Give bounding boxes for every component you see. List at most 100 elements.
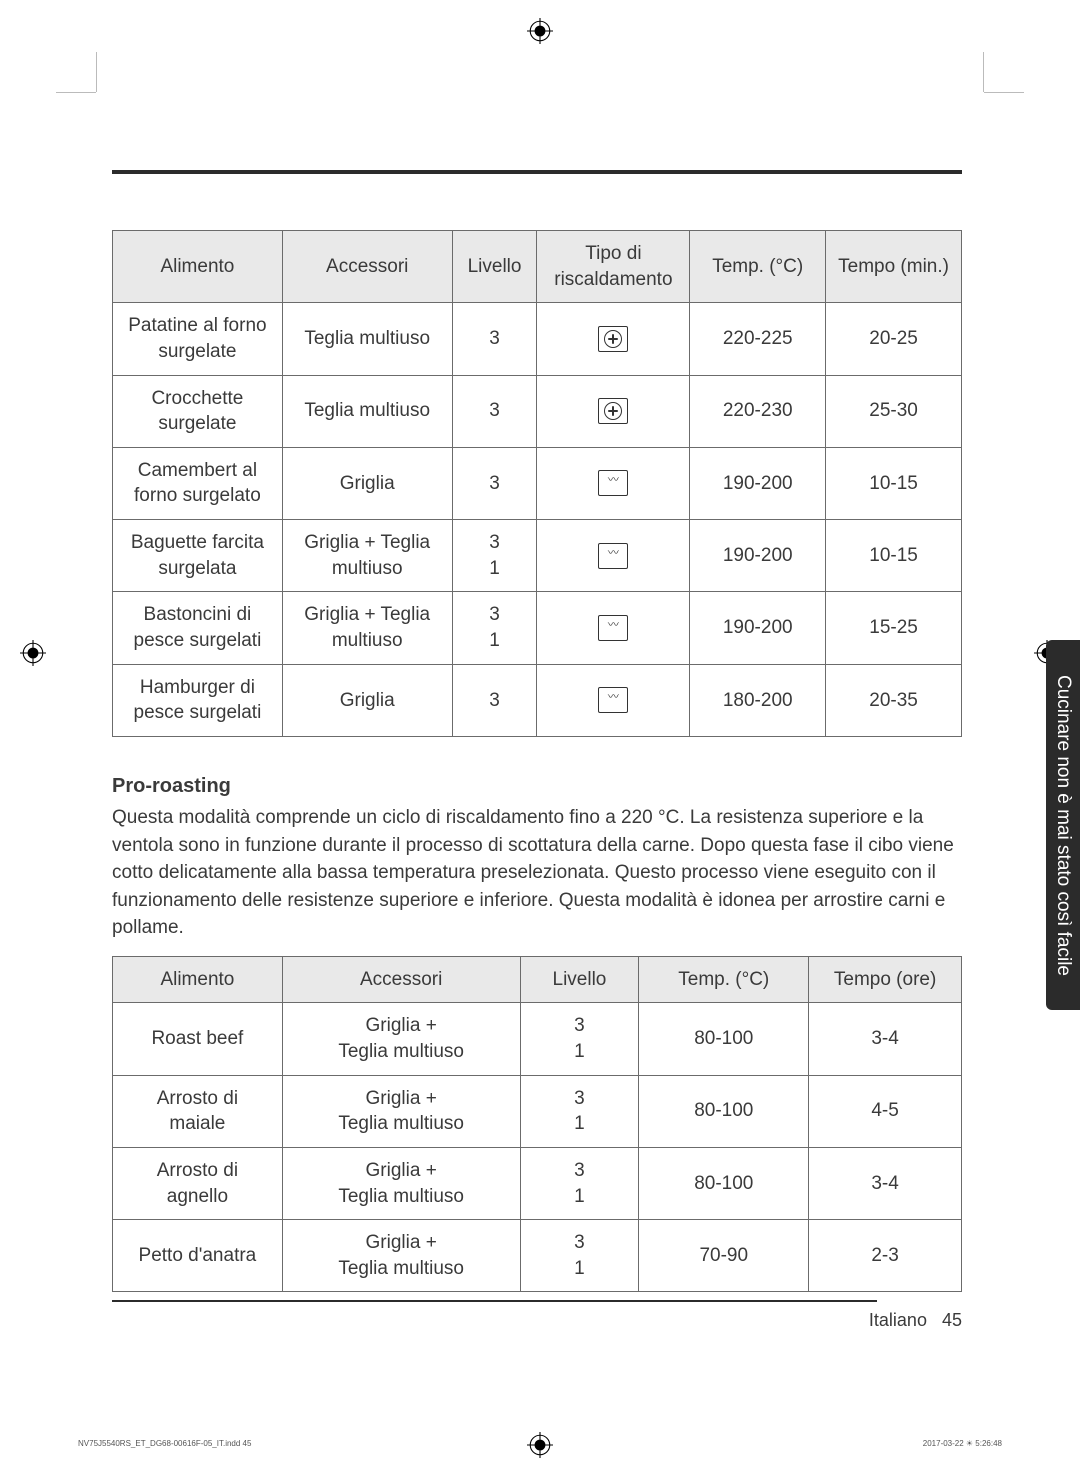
cell-alimento: Roast beef [113,1003,283,1075]
cell-accessori: Griglia [282,447,452,519]
cell-livello: 3 [452,664,537,736]
cell-temp: 80-100 [639,1075,809,1147]
print-footer-right: 2017-03-22 ☀ 5:26:48 [923,1439,1002,1448]
cell-accessori: Griglia + Teglia multiuso [282,592,452,664]
t1-h-tipo: Tipo di riscaldamento [537,231,690,303]
reg-mark-left [20,640,46,666]
pro-roasting-table: Alimento Accessori Livello Temp. (°C) Te… [112,956,962,1293]
cell-alimento: Arrosto di agnello [113,1147,283,1219]
cell-livello: 3 [452,303,537,375]
t2-h-temp: Temp. (°C) [639,956,809,1003]
cell-alimento: Hamburger di pesce surgelati [113,664,283,736]
table-row: Hamburger di pesce surgelatiGriglia3 〰 180… [113,664,962,736]
cell-livello: 3 [452,375,537,447]
cell-tempo: 10-15 [826,520,962,592]
cell-heat: 〰 [537,592,690,664]
top-heat-icon: 〰 [598,687,628,713]
cell-accessori: Teglia multiuso [282,303,452,375]
table-row: Roast beefGriglia + Teglia multiuso3 180… [113,1003,962,1075]
top-heat-icon: 〰 [598,470,628,496]
crop-tr [983,52,984,92]
cell-tempo: 15-25 [826,592,962,664]
t1-h-alimento: Alimento [113,231,283,303]
cell-heat: 〰 [537,520,690,592]
cell-accessori: Griglia + Teglia multiuso [282,1075,520,1147]
cell-alimento: Petto d'anatra [113,1220,283,1292]
cell-alimento: Baguette farcita surgelata [113,520,283,592]
cell-accessori: Teglia multiuso [282,375,452,447]
t2-h-livello: Livello [520,956,639,1003]
table-row: Baguette farcita surgelataGriglia + Tegl… [113,520,962,592]
table-row: Arrosto di maialeGriglia + Teglia multiu… [113,1075,962,1147]
table-row: Arrosto di agnelloGriglia + Teglia multi… [113,1147,962,1219]
cell-temp: 190-200 [690,592,826,664]
top-heat-icon: 〰 [598,615,628,641]
crop-tl [96,52,97,92]
table-row: Camembert al forno surgelatoGriglia3 〰 190… [113,447,962,519]
cell-temp: 190-200 [690,447,826,519]
t1-h-livello: Livello [452,231,537,303]
page-footer: Italiano 45 [869,1310,962,1331]
t1-h-tempo: Tempo (min.) [826,231,962,303]
cell-tempo: 20-25 [826,303,962,375]
cell-heat: 〰 [537,447,690,519]
t2-h-accessori: Accessori [282,956,520,1003]
cell-temp: 190-200 [690,520,826,592]
fan-heat-icon [598,398,628,424]
t1-h-temp: Temp. (°C) [690,231,826,303]
header-rule [112,170,962,174]
pro-roasting-title: Pro-roasting [112,775,962,798]
table-row: Bastoncini di pesce surgelatiGriglia + T… [113,592,962,664]
cell-livello: 3 1 [520,1003,639,1075]
cell-tempo: 4-5 [809,1075,962,1147]
crop-tr2 [984,92,1024,93]
frozen-foods-table: Alimento Accessori Livello Tipo di risca… [112,230,962,737]
table-row: Patatine al forno surgelateTeglia multiu… [113,303,962,375]
cell-temp: 180-200 [690,664,826,736]
t2-h-alimento: Alimento [113,956,283,1003]
t2-h-tempo: Tempo (ore) [809,956,962,1003]
cell-temp: 70-90 [639,1220,809,1292]
cell-tempo: 2-3 [809,1220,962,1292]
footer-lang: Italiano [869,1310,927,1330]
cell-temp: 80-100 [639,1003,809,1075]
cell-heat [537,303,690,375]
cell-tempo: 3-4 [809,1147,962,1219]
crop-tl2 [56,92,96,93]
cell-accessori: Griglia [282,664,452,736]
reg-mark-top [527,18,553,44]
cell-alimento: Camembert al forno surgelato [113,447,283,519]
footer-page: 45 [942,1310,962,1330]
t1-h-accessori: Accessori [282,231,452,303]
cell-tempo: 10-15 [826,447,962,519]
cell-accessori: Griglia + Teglia multiuso [282,1220,520,1292]
cell-alimento: Patatine al forno surgelate [113,303,283,375]
cell-alimento: Crocchette surgelate [113,375,283,447]
cell-accessori: Griglia + Teglia multiuso [282,1147,520,1219]
cell-temp: 220-230 [690,375,826,447]
cell-alimento: Bastoncini di pesce surgelati [113,592,283,664]
cell-tempo: 20-35 [826,664,962,736]
reg-mark-bottom [527,1432,553,1458]
table-row: Petto d'anatraGriglia + Teglia multiuso3… [113,1220,962,1292]
pro-roasting-body: Questa modalità comprende un ciclo di ri… [112,804,962,942]
footer-rule [112,1300,877,1302]
cell-livello: 3 [452,447,537,519]
cell-tempo: 25-30 [826,375,962,447]
side-tab: Cucinare non è mai stato così facile [1046,640,1080,1010]
print-footer-left: NV75J5540RS_ET_DG68-00616F-05_IT.indd 45 [78,1439,251,1448]
cell-livello: 3 1 [452,520,537,592]
top-heat-icon: 〰 [598,543,628,569]
cell-tempo: 3-4 [809,1003,962,1075]
cell-heat: 〰 [537,664,690,736]
table-row: Crocchette surgelateTeglia multiuso3 220-… [113,375,962,447]
cell-accessori: Griglia + Teglia multiuso [282,520,452,592]
cell-livello: 3 1 [452,592,537,664]
cell-temp: 80-100 [639,1147,809,1219]
fan-heat-icon [598,326,628,352]
cell-livello: 3 1 [520,1220,639,1292]
cell-livello: 3 1 [520,1075,639,1147]
cell-accessori: Griglia + Teglia multiuso [282,1003,520,1075]
cell-alimento: Arrosto di maiale [113,1075,283,1147]
cell-heat [537,375,690,447]
